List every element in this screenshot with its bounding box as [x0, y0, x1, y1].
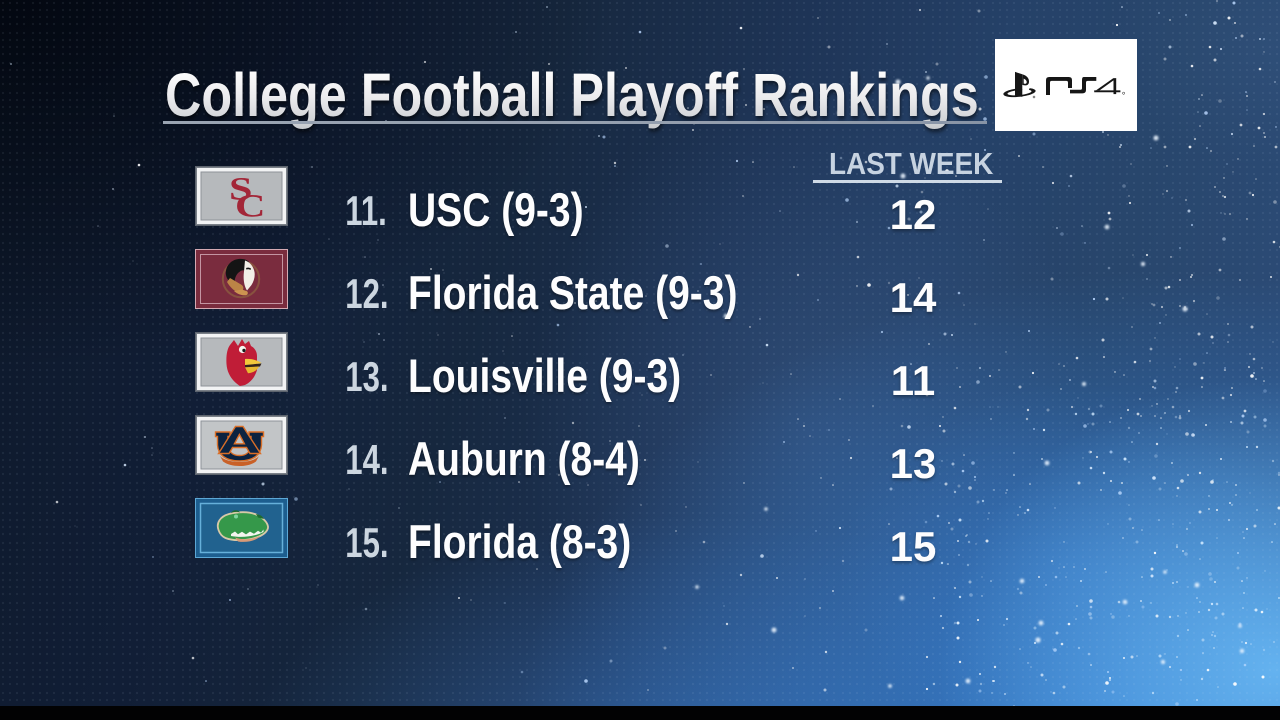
svg-text:S: S — [229, 171, 252, 208]
svg-text:C: C — [235, 188, 266, 225]
